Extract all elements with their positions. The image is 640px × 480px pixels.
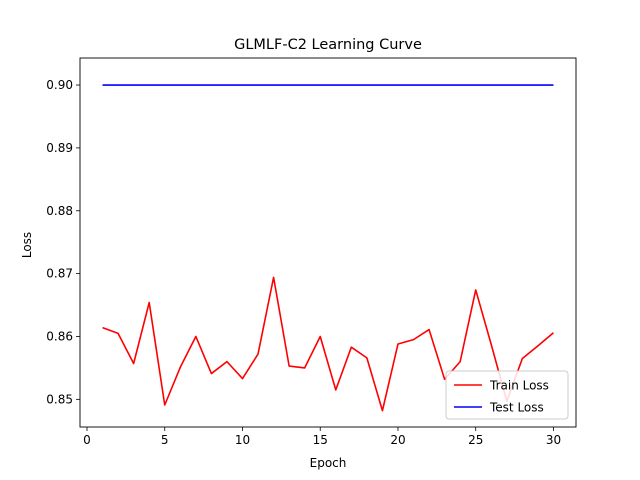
axes-frame: [79, 57, 577, 428]
y-tick-label: 0.90: [46, 78, 73, 92]
y-tick-label: 0.89: [46, 141, 73, 155]
legend-label: Train Loss: [489, 379, 549, 393]
y-tick-label: 0.87: [46, 267, 73, 281]
x-tick-label: 30: [546, 433, 561, 447]
legend: Train Loss Test Loss: [445, 370, 569, 420]
x-tick-label: 5: [161, 433, 169, 447]
x-tick-label: 20: [390, 433, 405, 447]
x-axis-label: Epoch: [310, 456, 347, 470]
x-tick-label: 25: [468, 433, 483, 447]
x-tick-label: 10: [235, 433, 250, 447]
y-tick-label: 0.85: [46, 392, 73, 406]
x-tick-label: 15: [313, 433, 328, 447]
x-tick-label: 0: [83, 433, 91, 447]
legend-label: Test Loss: [489, 401, 544, 415]
chart-title: GLMLF-C2 Learning Curve: [234, 37, 422, 53]
plot-area: 0 5 10 15 20 25 30 0.85 0.86 0.87 0.88 0.89 0.90: [46, 57, 577, 447]
y-axis-label: Loss: [20, 232, 34, 258]
y-tick-label: 0.86: [46, 329, 73, 343]
y-tick-label: 0.88: [46, 204, 73, 218]
series-line-train-loss: [102, 276, 554, 412]
